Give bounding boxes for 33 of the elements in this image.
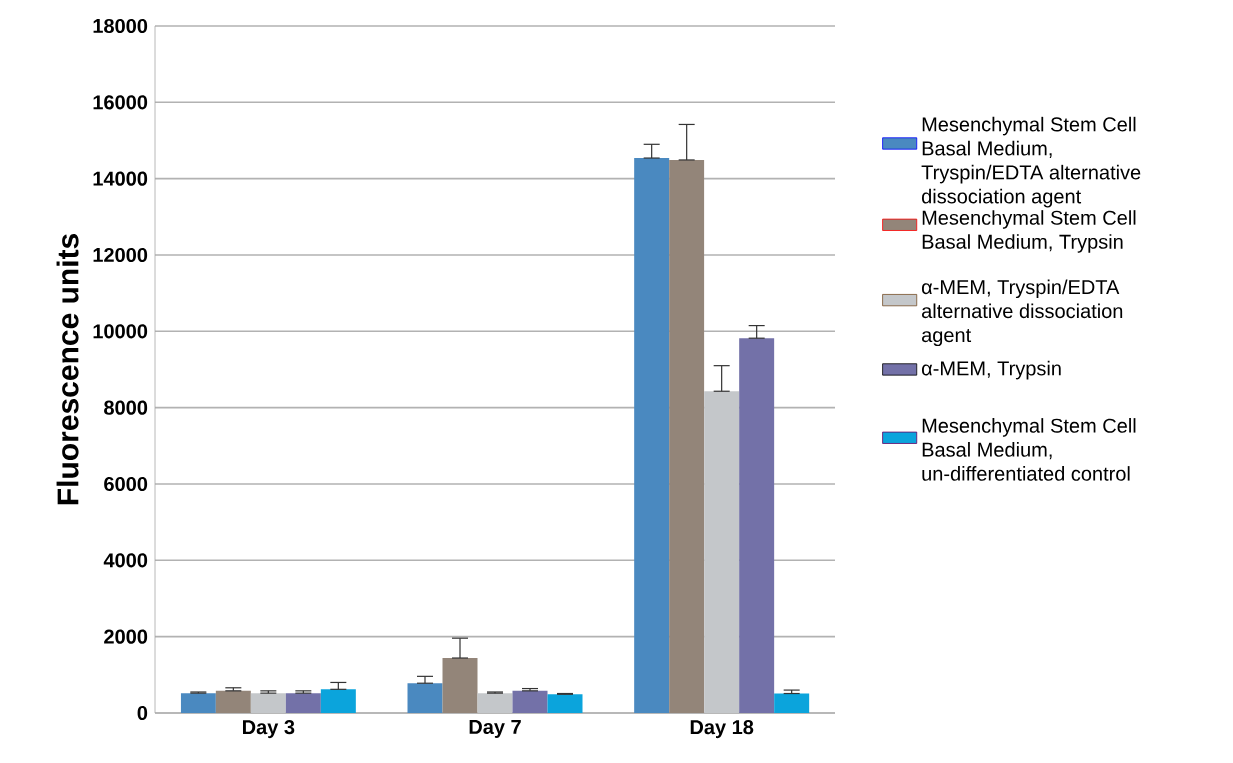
y-tick-label: 4000 <box>103 553 148 568</box>
bar <box>320 689 356 713</box>
bar <box>739 338 775 713</box>
bar <box>215 690 251 713</box>
y-tick-label: 8000 <box>104 400 148 415</box>
legend-label: α-MEM, Trypsin <box>921 360 1061 380</box>
x-tick-label: Day 7 <box>469 720 521 738</box>
y-axis-title: Fluorescence units <box>56 234 79 505</box>
y-tick-label: 18000 <box>93 18 148 34</box>
legend-label: Mesenchymal Stem Cell Basal Medium, un-differentiated control <box>922 418 1136 481</box>
bar <box>250 693 286 713</box>
legend-label: Mesenchymal Stem Cell Basal Medium, Trypsin <box>922 210 1136 253</box>
bar <box>442 658 478 713</box>
x-tick-label: Day 3 <box>243 720 295 739</box>
y-tick-label: 0 <box>137 705 148 721</box>
bar <box>669 159 705 713</box>
bar <box>774 693 810 713</box>
y-tick-label: 6000 <box>104 476 148 492</box>
bar <box>407 683 443 713</box>
bar <box>285 693 321 713</box>
y-tick-label: 16000 <box>93 95 148 110</box>
legend-label: Mesenchymal Stem Cell Basal Medium, Tryspin/EDTA alternative dissociation agent <box>921 116 1141 208</box>
bar <box>547 694 583 713</box>
bar <box>477 693 513 713</box>
y-tick-label: 2000 <box>104 629 148 644</box>
y-tick-label: 10000 <box>93 324 148 339</box>
bar <box>704 391 740 713</box>
bar <box>634 158 670 713</box>
y-tick-label: 12000 <box>93 247 148 263</box>
y-tick-label: 14000 <box>93 171 148 186</box>
bar <box>512 690 548 713</box>
bar <box>180 693 216 713</box>
x-tick-label: Day 18 <box>690 720 754 739</box>
